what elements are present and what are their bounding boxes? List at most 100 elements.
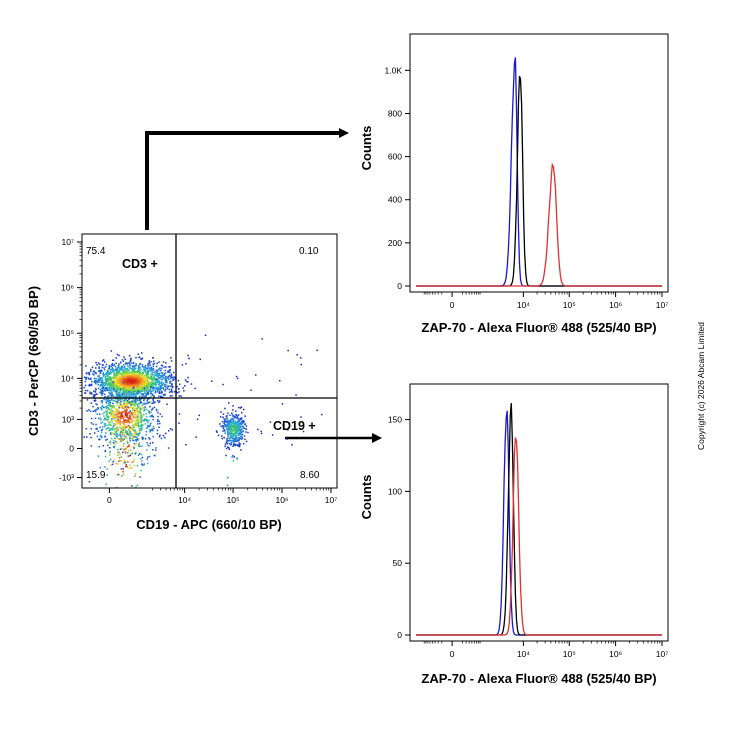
- event-dot: [135, 430, 137, 432]
- event-dot: [238, 428, 240, 431]
- event-dot: [114, 374, 117, 376]
- event-dot: [132, 394, 135, 396]
- event-dot: [157, 379, 159, 381]
- event-dot: [121, 377, 124, 379]
- event-dot: [108, 408, 110, 411]
- event-dot: [117, 377, 119, 379]
- histogram-cd3-frame: [409, 33, 669, 293]
- event-dot: [140, 390, 143, 392]
- event-dot: [158, 380, 161, 382]
- event-dot: [116, 401, 118, 403]
- event-dot: [230, 441, 233, 444]
- event-dot: [132, 385, 135, 387]
- event-dot: [130, 414, 132, 416]
- event-dot: [144, 382, 146, 384]
- event-dot: [113, 405, 116, 407]
- event-dot: [153, 427, 155, 429]
- event-dot: [134, 424, 136, 427]
- event-dot: [150, 415, 152, 417]
- event-dot: [112, 389, 115, 391]
- event-dot: [97, 455, 100, 457]
- event-dot: [116, 420, 118, 422]
- event-dot: [113, 373, 115, 376]
- event-dot: [153, 454, 156, 457]
- event-dot: [121, 393, 124, 395]
- event-dot: [160, 384, 162, 387]
- event-dot: [149, 405, 151, 408]
- event-dot: [149, 370, 151, 372]
- event-dot: [100, 381, 103, 384]
- event-dot: [125, 447, 127, 450]
- event-dot: [178, 422, 180, 424]
- event-dot: [233, 425, 236, 427]
- event-dot: [111, 432, 113, 434]
- event-dot: [136, 420, 138, 422]
- event-dot: [114, 428, 116, 430]
- event-dot: [169, 428, 172, 430]
- event-dot: [99, 371, 102, 373]
- event-dot: [111, 380, 114, 382]
- event-dot: [137, 443, 140, 445]
- event-dot: [126, 400, 129, 402]
- event-dot: [134, 365, 137, 367]
- event-dot: [229, 419, 232, 422]
- event-dot: [114, 437, 116, 439]
- event-dot: [127, 461, 129, 463]
- event-dot: [321, 413, 323, 416]
- event-dot: [106, 474, 108, 476]
- event-dot: [145, 416, 148, 418]
- event-dot: [112, 384, 114, 386]
- event-dot: [121, 387, 123, 390]
- event-dot: [117, 373, 120, 376]
- event-dot: [91, 384, 93, 387]
- event-dot: [156, 374, 159, 376]
- event-dot: [153, 376, 155, 378]
- event-dot: [160, 364, 163, 366]
- event-dot: [123, 401, 125, 403]
- event-dot: [132, 439, 134, 441]
- event-dot: [126, 372, 128, 375]
- event-dot: [158, 361, 160, 363]
- event-dot: [126, 420, 128, 423]
- event-dot: [118, 405, 120, 408]
- event-dot: [125, 391, 128, 394]
- event-dot: [171, 395, 173, 397]
- event-dot: [130, 434, 132, 437]
- event-dot: [121, 468, 124, 471]
- event-dot: [230, 423, 233, 425]
- event-dot: [152, 363, 154, 365]
- event-dot: [127, 389, 130, 391]
- event-dot: [88, 481, 91, 483]
- event-dot: [131, 371, 133, 374]
- event-dot: [159, 434, 161, 436]
- event-dot: [129, 394, 131, 397]
- event-dot: [132, 376, 134, 378]
- event-dot: [137, 423, 140, 426]
- event-dot: [136, 370, 139, 373]
- event-dot: [126, 430, 128, 433]
- event-dot: [140, 380, 142, 382]
- event-dot: [129, 410, 132, 412]
- event-dot: [129, 454, 132, 457]
- event-dot: [109, 384, 112, 387]
- event-dot: [146, 375, 148, 378]
- event-dot: [105, 439, 107, 441]
- event-dot: [140, 368, 142, 371]
- event-dot: [231, 412, 233, 414]
- event-dot: [158, 374, 161, 377]
- event-dot: [170, 390, 172, 393]
- event-dot: [130, 421, 132, 423]
- event-dot: [96, 381, 99, 384]
- event-dot: [91, 366, 94, 368]
- event-dot: [105, 406, 107, 408]
- event-dot: [136, 418, 139, 421]
- event-dot: [157, 415, 159, 418]
- event-dot: [170, 376, 173, 379]
- event-dot: [137, 377, 139, 380]
- event-dot: [131, 395, 133, 397]
- event-dot: [146, 391, 149, 394]
- event-dot: [113, 373, 116, 375]
- event-dot: [110, 419, 112, 422]
- event-dot: [121, 392, 123, 394]
